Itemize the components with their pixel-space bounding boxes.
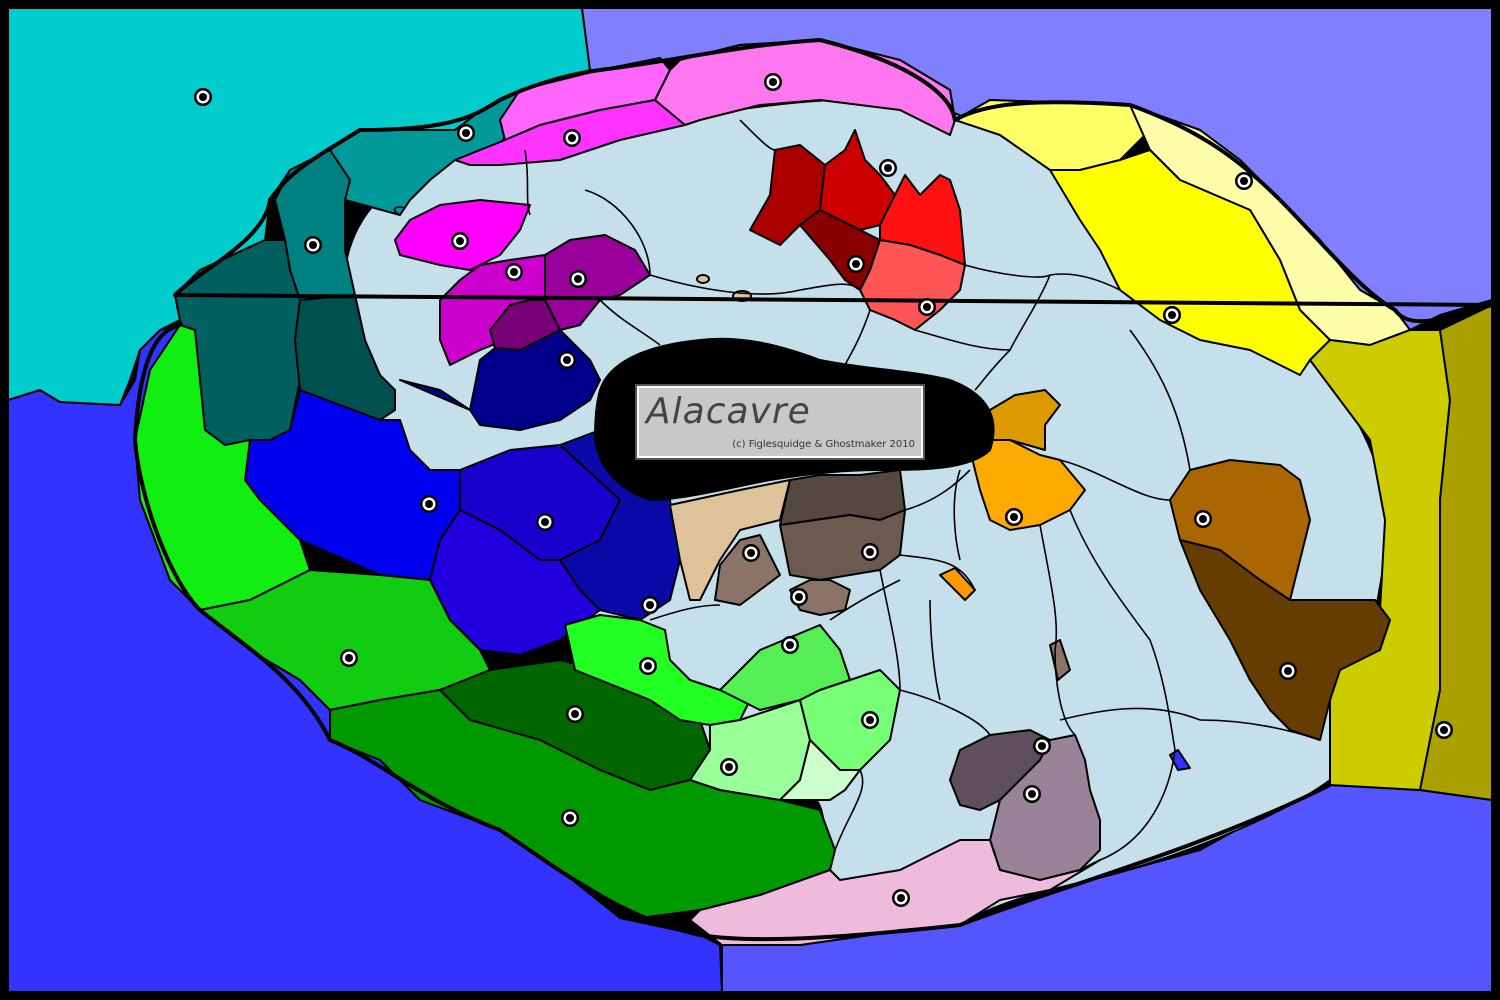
region-teal-4[interactable] [294,294,396,421]
region-orange-2[interactable] [989,389,1061,451]
region-tan-1[interactable] [669,479,791,601]
map-credit: (c) Figlesquidge & Ghostmaker 2010 [732,439,915,450]
supply-center-marker[interactable] [1279,662,1297,680]
region-brown-2[interactable] [1179,539,1391,741]
region-green-8[interactable] [779,739,861,801]
supply-center-marker[interactable] [1235,172,1253,190]
supply-center-marker[interactable] [639,657,657,675]
supply-center-marker[interactable] [1033,737,1051,755]
supply-center-marker[interactable] [861,711,879,729]
supply-center-marker[interactable] [1023,785,1041,803]
supply-center-layer [194,73,1453,907]
region-blue-2[interactable] [399,329,601,431]
coastline [133,38,1494,942]
supply-center-marker[interactable] [1163,306,1181,324]
supply-center-marker[interactable] [194,88,212,106]
supply-center-marker[interactable] [451,232,469,250]
region-red-3[interactable] [879,174,966,266]
supply-center-marker[interactable] [1005,508,1023,526]
supply-center-marker[interactable] [563,129,581,147]
supply-center-marker[interactable] [304,236,322,254]
region-red-5[interactable] [859,239,966,331]
supply-center-marker[interactable] [558,351,576,369]
supply-center-marker[interactable] [340,649,358,667]
supply-center-marker[interactable] [1435,721,1453,739]
supply-center-marker[interactable] [566,705,584,723]
supply-center-marker[interactable] [569,270,587,288]
supply-center-marker[interactable] [742,544,760,562]
region-taupe-3[interactable] [714,534,781,606]
supply-center-marker[interactable] [457,124,475,142]
supply-center-marker[interactable] [561,809,579,827]
region-olive-2[interactable] [1419,304,1493,801]
supply-center-marker[interactable] [420,495,438,513]
map-title: Alacavre [646,391,811,432]
region-taupe-4[interactable] [789,579,851,616]
islet-2 [696,274,710,284]
supply-center-marker[interactable] [790,588,808,606]
supply-center-marker[interactable] [892,889,910,907]
supply-center-marker[interactable] [879,159,897,177]
map-title-box: Alacavre (c) Figlesquidge & Ghostmaker 2… [637,386,923,458]
supply-center-marker[interactable] [720,758,738,776]
region-green-2[interactable] [199,569,491,711]
supply-center-marker[interactable] [764,73,782,91]
supply-center-marker[interactable] [505,263,523,281]
supply-center-marker[interactable] [641,596,659,614]
supply-center-marker[interactable] [781,636,799,654]
supply-center-marker[interactable] [536,513,554,531]
supply-center-marker[interactable] [1194,510,1212,528]
supply-center-marker[interactable] [918,298,936,316]
supply-center-marker[interactable] [847,255,865,273]
supply-center-marker[interactable] [861,543,879,561]
province-borders [393,119,1321,861]
